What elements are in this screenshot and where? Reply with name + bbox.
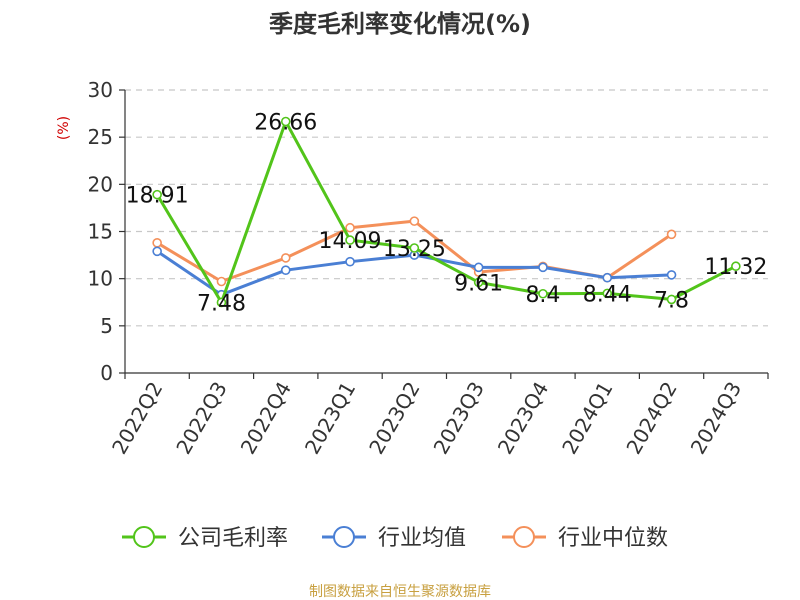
data-label: 11.32 [704, 255, 767, 280]
legend-label[interactable]: 公司毛利率 [178, 526, 288, 551]
grid-lines [125, 89, 768, 327]
data-point [216, 297, 227, 308]
y-tick-label: 25 [88, 125, 113, 149]
data-point [473, 262, 484, 273]
y-tick-label: 30 [88, 78, 113, 102]
y-tick-label: 5 [100, 314, 113, 338]
y-tick-label: 0 [100, 361, 113, 385]
y-tick-label: 15 [88, 220, 113, 244]
data-point [152, 238, 162, 248]
legend[interactable]: 公司毛利率 行业均值 行业中位数 [122, 526, 668, 551]
data-label: 8.4 [525, 283, 560, 308]
y-tick-label: 10 [88, 267, 113, 291]
data-point [345, 235, 355, 245]
data-label: 7.48 [197, 291, 246, 316]
x-tick-label: 2022Q4 [236, 378, 296, 459]
x-tick-label: 2023Q3 [429, 378, 489, 459]
data-label: 26.66 [254, 111, 317, 136]
x-tick-label: 2024Q1 [557, 378, 617, 459]
legend-label[interactable]: 行业均值 [378, 526, 466, 551]
data-point [666, 229, 677, 240]
x-tick-label: 2022Q2 [107, 378, 167, 459]
legend-marker [333, 526, 355, 548]
data-point [280, 116, 291, 127]
data-point [731, 261, 741, 272]
legend-label[interactable]: 行业中位数 [558, 526, 668, 551]
data-label: 7.8 [654, 288, 689, 313]
data-label: 13.25 [383, 237, 446, 262]
data-point [345, 256, 355, 267]
data-label: 18.91 [126, 184, 189, 209]
data-point [666, 270, 677, 280]
x-tick-label: 2023Q1 [300, 378, 360, 459]
data-point [280, 265, 291, 275]
data-point [152, 246, 162, 257]
data-point [666, 294, 677, 305]
chart-title: 季度毛利率变化情况(%) [269, 10, 531, 38]
data-point [538, 262, 548, 273]
data-point [409, 243, 420, 253]
data-label: 8.44 [583, 282, 632, 307]
data-point [602, 288, 613, 299]
legend-marker [133, 526, 155, 548]
x-tick-label: 2023Q4 [493, 378, 553, 459]
data-point [345, 222, 355, 233]
x-tick-label: 2023Q2 [364, 378, 424, 459]
x-tick-label: 2022Q3 [171, 378, 231, 459]
y-tick-label: 20 [88, 172, 113, 196]
data-labels: 18.91 7.48 26.66 14.09 13.25 9.61 8.4 8.44 7.8 11… [126, 111, 768, 317]
legend-marker [513, 526, 535, 548]
data-label: 14.09 [319, 229, 382, 254]
data-point [473, 277, 484, 288]
x-tick-label: 2024Q3 [686, 378, 746, 459]
series-lines [152, 116, 741, 308]
data-point [538, 288, 548, 299]
data-point [216, 276, 227, 287]
data-point [280, 253, 291, 263]
x-tick-label: 2024Q2 [621, 378, 681, 459]
data-point [602, 272, 613, 283]
data-point [152, 189, 162, 200]
data-point [409, 216, 420, 226]
y-axis-unit-label: (%) [56, 116, 72, 140]
series-line [155, 120, 737, 304]
data-label: 9.61 [454, 271, 503, 296]
source-note: 制图数据来自恒生聚源数据库 [309, 584, 491, 600]
